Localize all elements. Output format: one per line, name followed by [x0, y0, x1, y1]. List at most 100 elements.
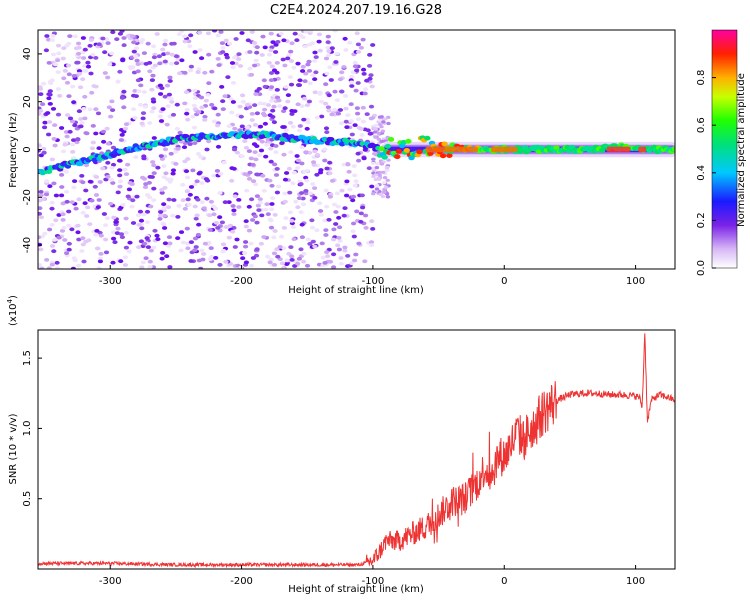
- noise-cell: [265, 254, 271, 259]
- noise-cell: [119, 96, 125, 100]
- ridge-cell: [384, 143, 392, 149]
- noise-cell: [337, 77, 343, 82]
- ridge-cell: [416, 149, 423, 155]
- noise-cell: [267, 217, 273, 222]
- noise-cell: [80, 210, 86, 215]
- noise-cell: [356, 125, 362, 130]
- noise-cell: [344, 125, 350, 129]
- noise-cell: [108, 201, 114, 206]
- noise-cell: [138, 218, 145, 223]
- noise-cell: [147, 61, 153, 65]
- noise-cell: [358, 219, 364, 224]
- noise-cell: [157, 213, 164, 218]
- noise-cell: [188, 259, 194, 263]
- noise-cell: [282, 177, 289, 182]
- noise-cell: [159, 256, 165, 261]
- noise-cell: [281, 152, 287, 157]
- noise-cell: [156, 54, 162, 59]
- noise-cell: [274, 70, 280, 75]
- noise-cell: [229, 178, 235, 183]
- noise-cell: [366, 166, 372, 171]
- colorbar-tick-label: 0.2: [696, 212, 707, 228]
- noise-cell: [310, 239, 316, 244]
- noise-cell: [129, 182, 135, 187]
- noise-cell: [303, 189, 309, 193]
- noise-cell: [360, 37, 366, 42]
- noise-cell: [342, 206, 348, 211]
- noise-cell: [347, 187, 353, 192]
- noise-cell: [352, 173, 358, 178]
- noise-cell: [93, 56, 99, 60]
- noise-cell: [296, 83, 302, 87]
- noise-cell: [175, 236, 181, 241]
- noise-cell: [60, 201, 66, 206]
- noise-cell: [381, 170, 386, 174]
- noise-cell: [170, 112, 177, 117]
- noise-cell: [356, 50, 362, 54]
- noise-cell: [140, 175, 146, 180]
- ridge-peak: [491, 146, 518, 153]
- noise-cell: [197, 48, 203, 52]
- noise-cell: [352, 60, 358, 65]
- noise-cell: [121, 105, 127, 110]
- noise-cell: [101, 212, 107, 216]
- noise-cell: [205, 31, 211, 36]
- noise-cell: [87, 222, 93, 227]
- noise-cell: [331, 202, 338, 207]
- noise-cell: [59, 193, 65, 198]
- noise-cell: [287, 210, 293, 215]
- noise-cell: [362, 91, 368, 96]
- noise-cell: [139, 226, 145, 231]
- noise-cell: [353, 88, 359, 93]
- noise-cell: [259, 213, 265, 218]
- noise-cell: [348, 119, 354, 123]
- colorbar-tick-label: 0.8: [696, 70, 707, 86]
- noise-cell: [271, 104, 277, 109]
- noise-cell: [327, 171, 333, 176]
- noise-cell: [236, 205, 242, 209]
- noise-cell: [192, 141, 198, 146]
- noise-cell: [307, 242, 313, 246]
- noise-cell: [278, 31, 284, 36]
- noise-cell: [167, 79, 173, 83]
- noise-cell: [218, 30, 224, 34]
- noise-cell: [284, 262, 290, 266]
- noise-cell: [268, 99, 275, 103]
- noise-cell: [86, 238, 92, 243]
- noise-cell: [221, 160, 227, 165]
- noise-cell: [349, 261, 355, 266]
- noise-cell: [295, 205, 301, 210]
- noise-cell: [76, 237, 82, 242]
- noise-cell: [350, 194, 357, 199]
- noise-cell: [262, 107, 268, 112]
- noise-cell: [339, 70, 345, 75]
- noise-cell: [335, 243, 341, 248]
- noise-cell: [118, 232, 124, 237]
- noise-cell: [60, 212, 66, 217]
- noise-cell: [151, 106, 157, 111]
- noise-cell: [254, 50, 260, 55]
- noise-cell: [345, 113, 351, 117]
- noise-cell: [78, 124, 84, 129]
- noise-cell: [322, 158, 328, 163]
- noise-cell: [285, 56, 291, 61]
- noise-cell: [148, 248, 154, 253]
- noise-cell: [49, 244, 56, 248]
- noise-cell: [70, 142, 76, 147]
- noise-cell: [353, 252, 359, 257]
- noise-cell: [247, 170, 253, 175]
- noise-cell: [219, 220, 225, 225]
- noise-cell: [90, 52, 96, 57]
- noise-cell: [232, 55, 238, 60]
- noise-cell: [247, 66, 253, 71]
- noise-cell: [295, 261, 301, 266]
- noise-cell: [52, 238, 58, 242]
- noise-cell: [268, 85, 275, 89]
- noise-cell: [215, 144, 222, 149]
- noise-cell: [326, 217, 332, 222]
- noise-cell: [367, 64, 373, 68]
- ridge-peak: [606, 146, 631, 153]
- noise-cell: [174, 126, 180, 131]
- y-tick-label: 1.5: [22, 350, 33, 366]
- noise-cell: [93, 193, 100, 197]
